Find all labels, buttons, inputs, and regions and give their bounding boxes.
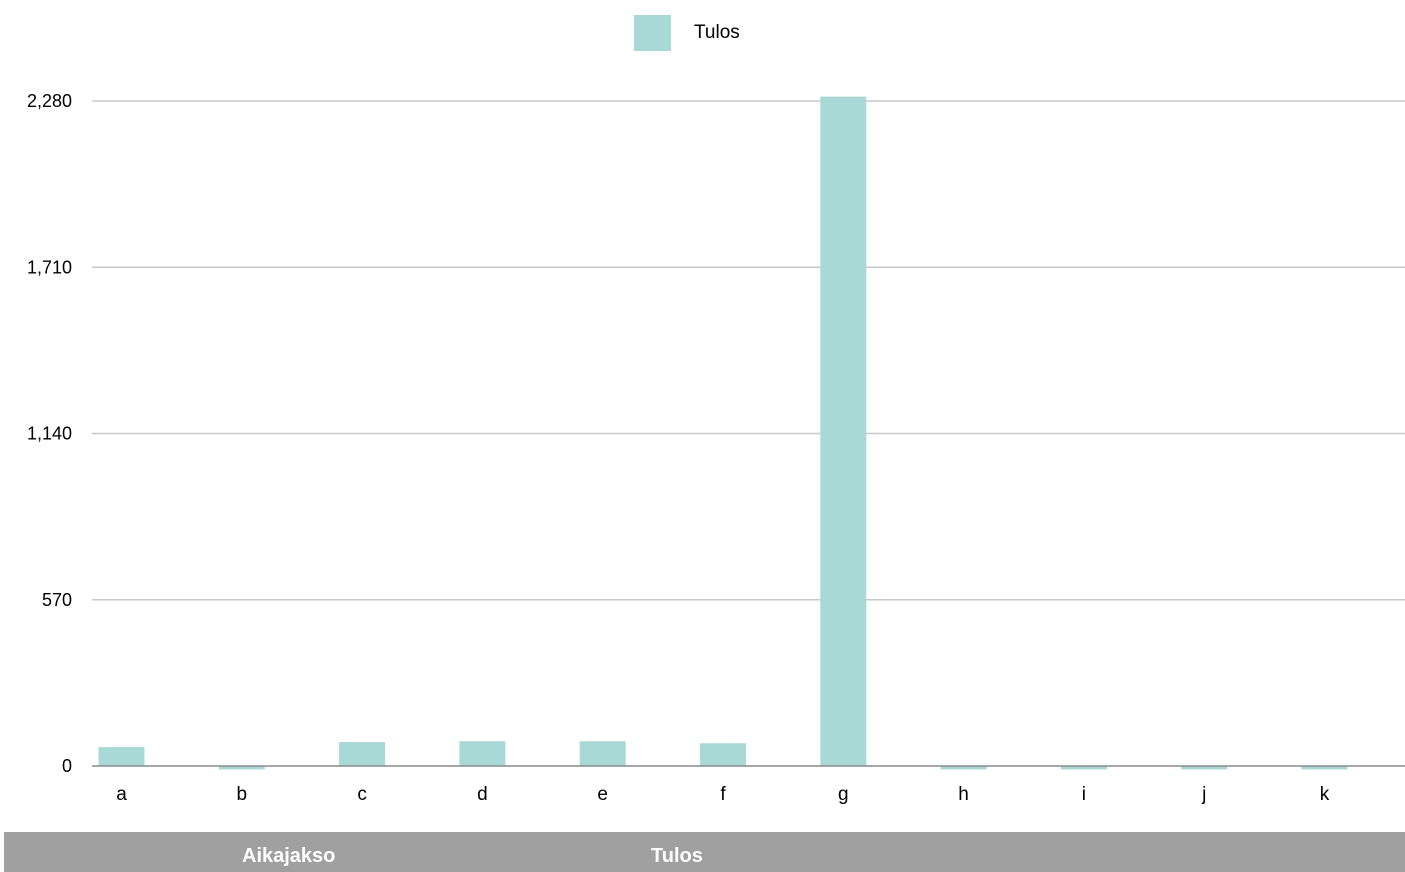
table-header-result: Tulos	[651, 845, 703, 867]
bar-f	[700, 743, 746, 766]
x-axis-tick-labels: a b c d e f g h i j k	[116, 784, 1330, 805]
y-tick-label-2: 1,140	[27, 424, 72, 444]
x-tick-label-b: b	[237, 784, 248, 805]
x-tick-label-d: d	[477, 784, 488, 805]
x-tick-label-h: h	[958, 784, 969, 805]
y-tick-label-4: 2,280	[27, 91, 72, 111]
x-tick-label-g: g	[838, 784, 849, 805]
data-table-header: Aikajakso Tulos	[4, 832, 1405, 872]
bar-chart: Tulos 0 570 1,140 1,710 2,280 a b c d e f g h i j k	[27, 15, 1405, 805]
bar-h	[940, 766, 987, 770]
bar-j	[1181, 766, 1228, 770]
y-axis-tick-labels: 0 570 1,140 1,710 2,280	[27, 91, 72, 776]
y-tick-label-0: 0	[62, 756, 72, 776]
bars	[98, 96, 1348, 770]
x-tick-label-c: c	[357, 784, 367, 805]
bar-i	[1060, 766, 1107, 770]
gridlines	[92, 100, 1405, 601]
x-tick-label-j: j	[1201, 784, 1206, 805]
y-tick-label-3: 1,710	[27, 257, 72, 277]
x-tick-label-e: e	[597, 784, 608, 805]
bar-a	[98, 747, 145, 766]
legend-swatch-tulos	[634, 15, 671, 51]
legend: Tulos	[634, 15, 740, 51]
bar-g	[820, 96, 867, 766]
x-tick-label-i: i	[1082, 784, 1086, 805]
x-tick-label-k: k	[1320, 784, 1330, 805]
bar-d	[459, 741, 506, 766]
x-tick-label-f: f	[720, 784, 726, 805]
x-tick-label-a: a	[116, 784, 127, 805]
bar-e	[579, 741, 626, 766]
bar-c	[339, 742, 386, 766]
bar-k	[1301, 766, 1348, 770]
table-header-period: Aikajakso	[242, 845, 336, 867]
y-tick-label-1: 570	[42, 590, 72, 610]
bar-b	[218, 766, 265, 770]
legend-label-tulos: Tulos	[694, 22, 740, 43]
